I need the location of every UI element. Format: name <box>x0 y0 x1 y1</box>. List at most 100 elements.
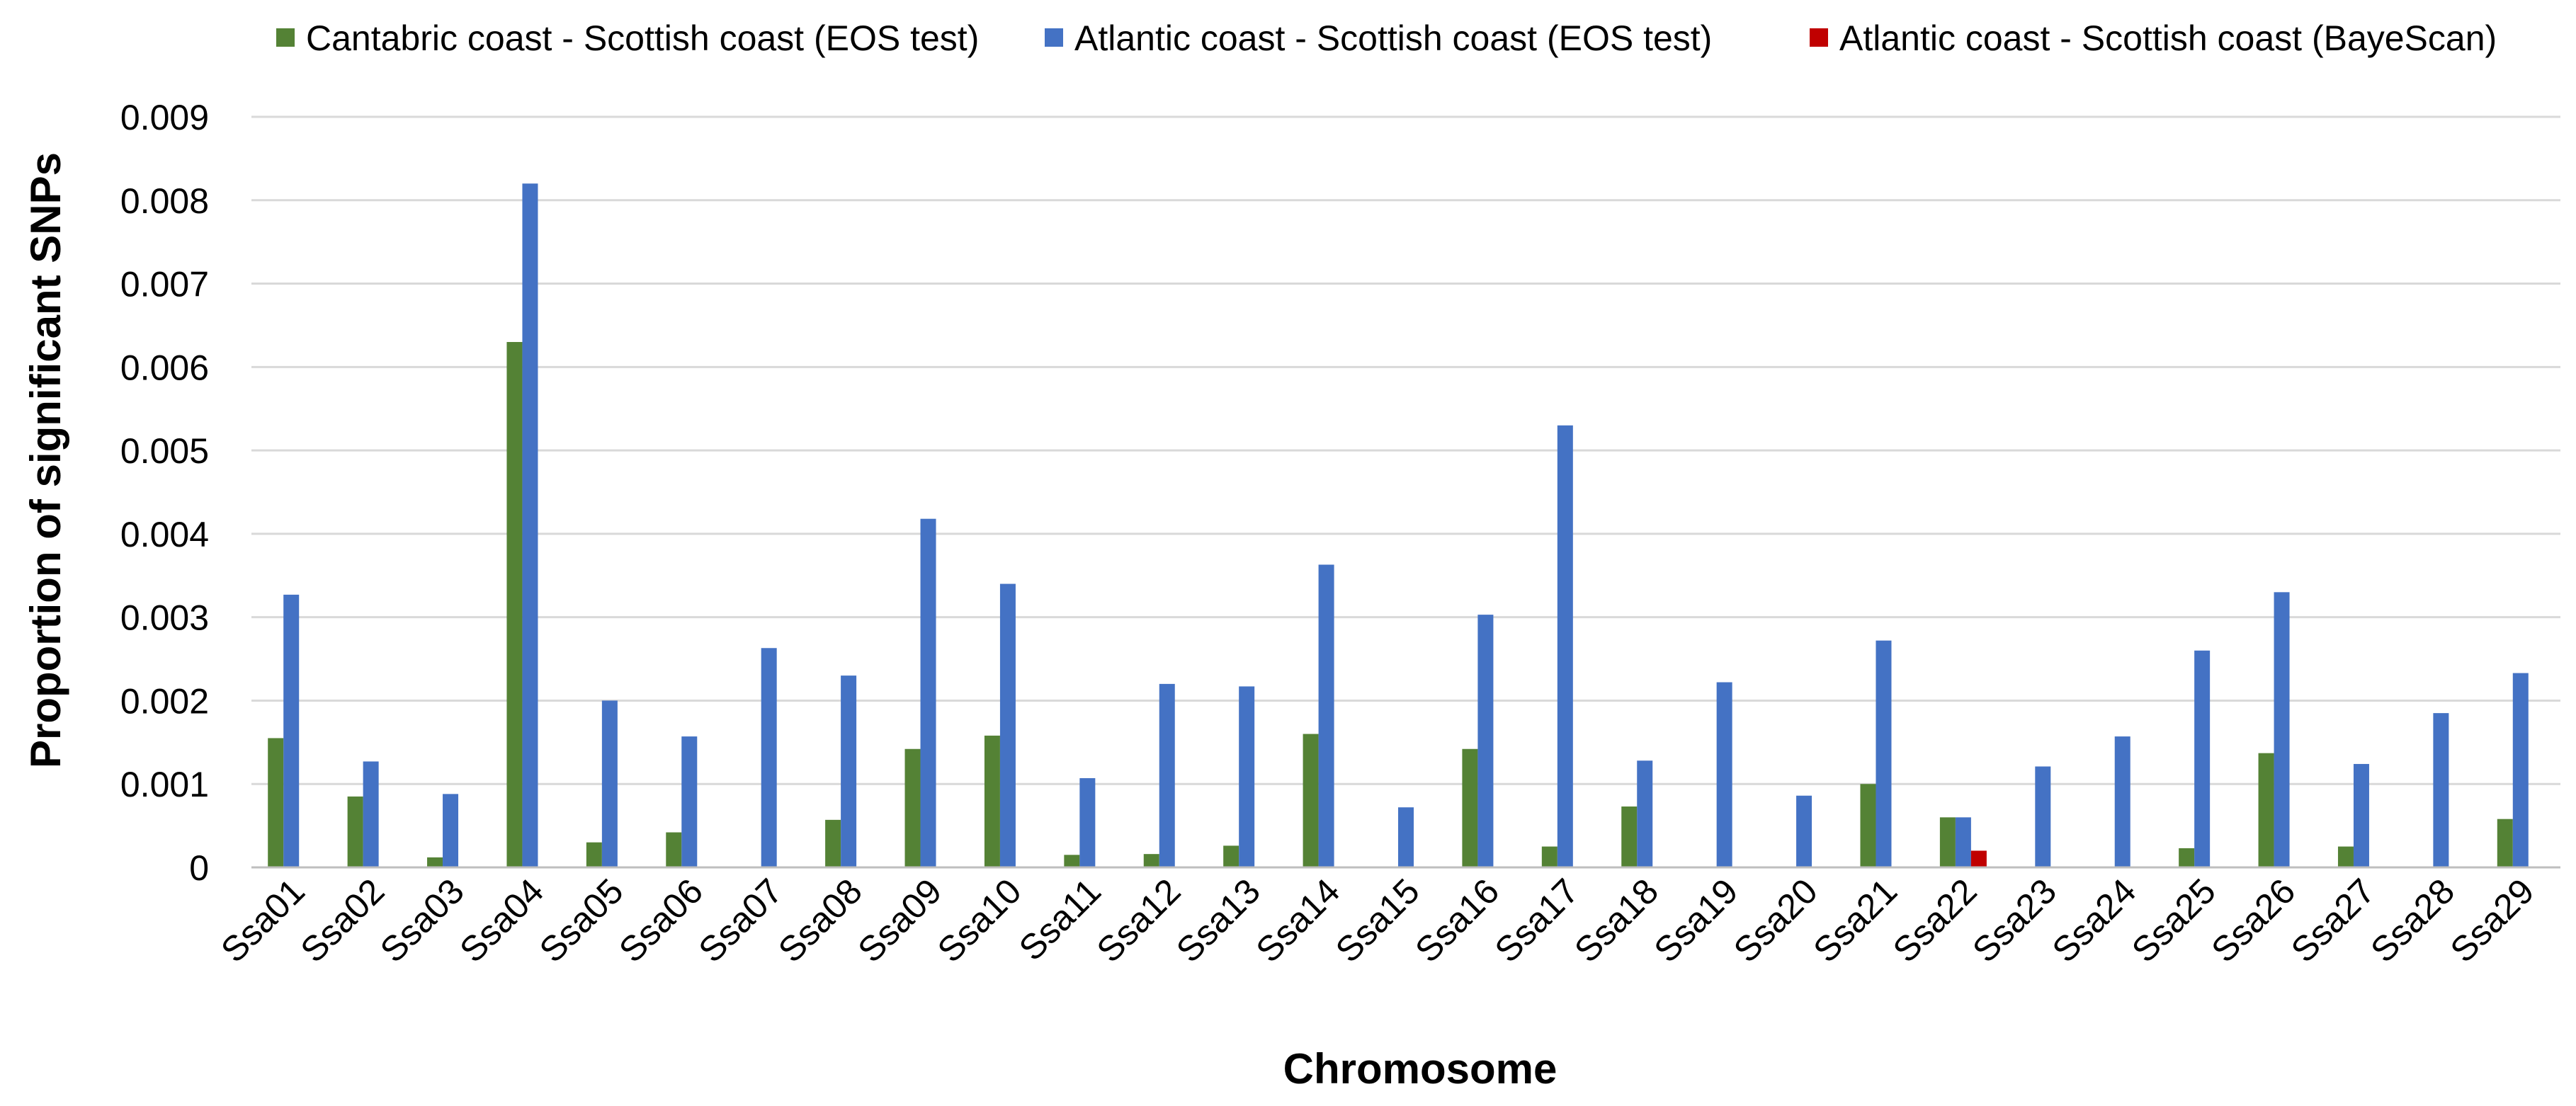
bars <box>268 183 2529 867</box>
bar-series-2-Ssa22 <box>1955 817 1971 867</box>
bar-series-2-Ssa02 <box>363 761 379 867</box>
y-tick-label: 0.003 <box>120 598 209 638</box>
legend-swatch-2 <box>1045 28 1063 47</box>
bar-series-1-Ssa06 <box>666 832 682 867</box>
bar-series-2-Ssa10 <box>999 583 1016 867</box>
legend-label-1: Cantabric coast - Scottish coast (EOS te… <box>306 18 979 58</box>
bar-series-1-Ssa04 <box>506 342 523 867</box>
x-tick-label: Ssa24 <box>2045 871 2144 970</box>
x-tick-label: Ssa21 <box>1805 871 1905 970</box>
bar-series-2-Ssa29 <box>2512 673 2529 867</box>
bar-series-1-Ssa21 <box>1860 784 1876 867</box>
bar-series-2-Ssa27 <box>2353 763 2369 867</box>
x-tick-label: Ssa02 <box>293 871 392 970</box>
x-tick-label: Ssa23 <box>1965 871 2064 970</box>
bar-series-1-Ssa10 <box>984 735 1000 867</box>
y-axis-title: Proportion of significant SNPs <box>22 152 69 768</box>
bar-series-1-Ssa13 <box>1223 845 1239 867</box>
bar-series-1-Ssa14 <box>1303 734 1319 867</box>
legend-label-3: Atlantic coast - Scottish coast (BayeSca… <box>1839 18 2497 58</box>
x-tick-label: Ssa09 <box>850 871 949 970</box>
legend-label-2: Atlantic coast - Scottish coast (EOS tes… <box>1074 18 1712 58</box>
legend-swatch-1 <box>276 28 295 47</box>
bar-series-2-Ssa18 <box>1637 760 1653 867</box>
bar-series-2-Ssa05 <box>601 700 618 867</box>
x-tick-label: Ssa05 <box>532 871 631 970</box>
bar-series-2-Ssa15 <box>1398 807 1414 867</box>
bar-series-2-Ssa08 <box>841 675 857 867</box>
y-axis-ticks: 0 0.001 0.002 0.003 0.004 0.005 0.006 0.007 0.00… <box>120 98 209 888</box>
bar-series-2-Ssa12 <box>1159 683 1175 867</box>
bar-series-1-Ssa16 <box>1462 748 1478 867</box>
bar-series-2-Ssa14 <box>1318 564 1334 867</box>
x-tick-label: Ssa06 <box>611 871 710 970</box>
bar-series-1-Ssa11 <box>1064 855 1080 867</box>
x-tick-label: Ssa18 <box>1567 871 1666 970</box>
bar-series-2-Ssa04 <box>522 183 538 867</box>
y-tick-label: 0 <box>189 848 209 888</box>
bar-series-1-Ssa09 <box>904 748 921 867</box>
y-tick-label: 0.004 <box>120 515 209 554</box>
x-tick-label: Ssa07 <box>691 871 790 970</box>
bar-series-1-Ssa08 <box>825 819 841 867</box>
bar-series-2-Ssa25 <box>2194 650 2211 867</box>
bar-series-1-Ssa05 <box>586 842 602 867</box>
x-tick-label: Ssa20 <box>1726 871 1825 970</box>
x-tick-label: Ssa15 <box>1328 871 1427 970</box>
bar-series-1-Ssa25 <box>2179 848 2195 867</box>
y-tick-label: 0.008 <box>120 181 209 221</box>
y-tick-label: 0.007 <box>120 265 209 304</box>
y-tick-label: 0.009 <box>120 98 209 137</box>
bar-series-2-Ssa23 <box>2035 766 2051 867</box>
bar-series-2-Ssa07 <box>761 648 777 867</box>
x-tick-label: Ssa28 <box>2363 871 2462 970</box>
bar-series-1-Ssa12 <box>1143 854 1159 867</box>
x-tick-label: Ssa14 <box>1249 871 1348 970</box>
bar-series-1-Ssa01 <box>268 738 284 867</box>
bar-series-3-Ssa22 <box>1970 850 1987 867</box>
bar-series-2-Ssa16 <box>1477 615 1494 867</box>
bar-series-2-Ssa09 <box>920 518 936 867</box>
bar-series-1-Ssa22 <box>1939 817 1956 867</box>
x-tick-label: Ssa17 <box>1487 871 1587 970</box>
x-tick-label: Ssa25 <box>2124 871 2223 970</box>
legend: Cantabric coast - Scottish coast (EOS te… <box>276 18 2497 58</box>
x-tick-label: Ssa04 <box>452 871 551 970</box>
x-tick-label: Ssa10 <box>930 871 1029 970</box>
bar-series-2-Ssa13 <box>1239 686 1255 867</box>
bar-series-2-Ssa26 <box>2274 592 2290 867</box>
x-tick-label: Ssa11 <box>1011 871 1108 968</box>
bar-series-2-Ssa17 <box>1557 425 1573 867</box>
x-tick-label: Ssa29 <box>2443 871 2542 970</box>
legend-swatch-3 <box>1810 28 1828 47</box>
y-tick-label: 0.002 <box>120 681 209 721</box>
x-tick-label: Ssa19 <box>1647 871 1746 970</box>
x-tick-label: Ssa16 <box>1407 871 1507 970</box>
bar-series-2-Ssa24 <box>2114 736 2130 867</box>
x-tick-label: Ssa27 <box>2283 871 2383 970</box>
x-axis-ticks: Ssa01Ssa02Ssa03Ssa04Ssa05Ssa06Ssa07Ssa08… <box>213 871 2541 970</box>
gridlines <box>251 115 2560 785</box>
bar-series-1-Ssa27 <box>2337 846 2354 867</box>
x-tick-label: Ssa22 <box>1885 871 1985 970</box>
bar-series-1-Ssa26 <box>2258 753 2274 867</box>
bar-series-1-Ssa02 <box>347 796 363 867</box>
bar-series-2-Ssa06 <box>681 736 698 867</box>
x-tick-label: Ssa13 <box>1169 871 1268 970</box>
bar-series-2-Ssa20 <box>1796 795 1812 867</box>
bar-series-1-Ssa18 <box>1621 806 1638 867</box>
x-axis-title: Chromosome <box>1283 1045 1557 1093</box>
bar-series-2-Ssa28 <box>2433 713 2449 867</box>
bar-series-2-Ssa11 <box>1079 777 1096 867</box>
y-tick-label: 0.005 <box>120 431 209 471</box>
x-tick-label: Ssa08 <box>771 871 870 970</box>
x-tick-label: Ssa03 <box>373 871 472 970</box>
bar-series-2-Ssa01 <box>283 594 300 867</box>
bar-series-2-Ssa19 <box>1716 682 1732 867</box>
bar-series-2-Ssa03 <box>443 794 459 867</box>
x-tick-label: Ssa01 <box>213 871 312 970</box>
bar-series-2-Ssa21 <box>1876 640 1892 867</box>
bar-series-1-Ssa29 <box>2497 819 2513 867</box>
x-tick-label: Ssa26 <box>2203 871 2303 970</box>
